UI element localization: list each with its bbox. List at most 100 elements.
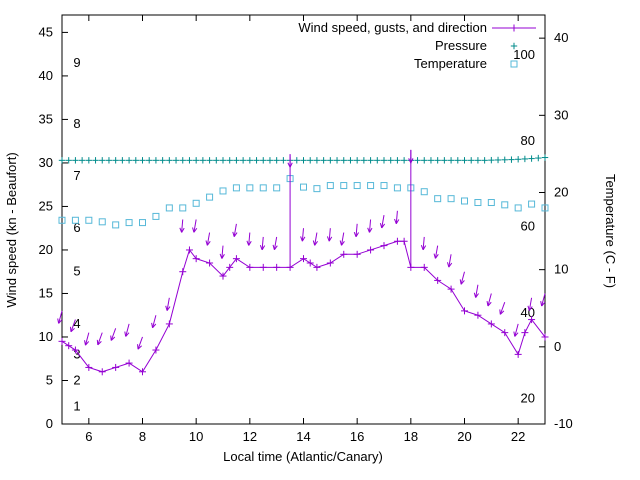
square-marker xyxy=(434,195,442,203)
square-marker xyxy=(393,184,401,192)
fahrenheit-label: 40 xyxy=(521,305,535,320)
x-tick-label: 20 xyxy=(457,429,471,444)
beaufort-label: 9 xyxy=(73,55,80,70)
square-marker xyxy=(367,182,375,190)
arrowhead xyxy=(96,339,99,345)
y-right-tick-label: -10 xyxy=(554,416,573,431)
wind-direction-arrow xyxy=(355,223,358,237)
arrowhead xyxy=(381,223,386,229)
wind-direction-arrow xyxy=(137,336,143,350)
wind-direction-arrow xyxy=(381,215,385,229)
arrowhead xyxy=(394,218,397,224)
arrowhead xyxy=(261,245,266,251)
arrowhead xyxy=(487,301,492,307)
arrowhead xyxy=(287,162,291,168)
wind-direction-arrow xyxy=(248,232,251,246)
square-marker xyxy=(514,204,522,212)
square-marker xyxy=(259,184,267,192)
x-tick-label: 16 xyxy=(350,429,364,444)
wind-direction-arrow xyxy=(221,245,224,259)
temperature-series xyxy=(58,175,549,229)
wind-direction-arrow xyxy=(233,223,237,237)
fahrenheit-label: 80 xyxy=(521,133,535,148)
x-axis: 6 8 10 12 14 16 18 20 22 xyxy=(85,15,525,444)
square-marker xyxy=(474,199,482,207)
arrowhead xyxy=(125,332,130,337)
arrowhead xyxy=(301,236,306,242)
wind-direction-arrow xyxy=(273,236,278,250)
wind-direction-arrow xyxy=(434,245,439,259)
square-marker xyxy=(112,221,120,229)
square-marker xyxy=(152,212,160,220)
arrowhead xyxy=(448,262,453,268)
y-right-axis-title: Temperature (C - F) xyxy=(603,174,618,288)
arrowhead xyxy=(499,309,501,315)
wind-direction-arrow xyxy=(152,315,157,328)
arrowhead xyxy=(541,301,546,307)
legend-label: Wind speed, gusts, and direction xyxy=(298,20,487,35)
arrowhead xyxy=(205,240,208,246)
beaufort-label: 5 xyxy=(73,264,80,279)
beaufort-label: 1 xyxy=(73,399,80,414)
square-marker xyxy=(192,199,200,207)
square-marker xyxy=(125,219,133,227)
arrowhead xyxy=(259,245,263,251)
wind-direction-arrow xyxy=(58,310,63,324)
arrowhead xyxy=(110,335,112,341)
y-left-axis: 0 5 10 15 20 25 30 35 40 45 xyxy=(39,24,68,431)
square-marker xyxy=(273,184,281,192)
square-marker xyxy=(300,183,307,191)
arrowhead xyxy=(151,322,154,328)
border-rect xyxy=(61,14,546,425)
beaufort-label: 6 xyxy=(73,220,80,235)
wind-direction-arrow xyxy=(84,332,90,346)
arrowhead xyxy=(473,292,477,298)
square-marker xyxy=(219,187,227,195)
arrowhead xyxy=(446,262,450,268)
wind-direction-arrow xyxy=(475,284,479,298)
wind-direction-arrow xyxy=(368,219,372,233)
legend: Wind speed, gusts, and direction Pressure… xyxy=(298,20,536,71)
x-tick-label: 12 xyxy=(243,429,257,444)
wind-series xyxy=(58,237,549,376)
wind-direction-arrow xyxy=(448,254,452,268)
wind-direction-arrow xyxy=(328,228,331,242)
y-left-tick-label: 20 xyxy=(39,242,53,257)
square-marker xyxy=(98,218,106,226)
arrowhead xyxy=(272,244,275,250)
arrowhead xyxy=(300,236,303,242)
square-marker xyxy=(510,60,518,68)
arrowhead xyxy=(233,232,238,237)
arrowhead xyxy=(232,231,235,237)
y-left-tick-label: 0 xyxy=(46,416,53,431)
arrowhead xyxy=(326,236,330,242)
y-right-tick-label: 10 xyxy=(554,262,568,277)
y-left-axis-title: Wind speed (kn - Beaufort) xyxy=(4,152,19,307)
y-left-tick-label: 35 xyxy=(39,111,53,126)
wind-direction-arrow xyxy=(70,319,76,332)
arrowhead xyxy=(459,279,462,285)
arrowhead xyxy=(192,227,195,233)
wind-direction-arrow xyxy=(125,323,130,337)
wind-direction-arrow xyxy=(110,328,117,341)
arrowhead xyxy=(181,227,185,233)
x-tick-label: 14 xyxy=(296,429,310,444)
square-marker xyxy=(528,200,536,208)
y-left-tick-label: 30 xyxy=(39,155,53,170)
pressure-series xyxy=(58,154,549,164)
arrowhead xyxy=(367,227,370,233)
arrowhead xyxy=(339,240,342,246)
arrowhead xyxy=(110,336,116,341)
x-tick-label: 6 xyxy=(85,429,92,444)
arrowhead xyxy=(84,340,86,346)
y-left-tick-label: 5 xyxy=(46,372,53,387)
wind-direction-arrow xyxy=(261,236,264,250)
arrowhead xyxy=(420,245,424,251)
arrowhead xyxy=(353,231,357,237)
arrowhead xyxy=(289,162,293,168)
arrowhead xyxy=(206,241,211,246)
arrowhead xyxy=(274,245,278,250)
wind-direction-arrow xyxy=(166,297,170,311)
y-right-tick-label: 20 xyxy=(554,184,568,199)
square-marker xyxy=(541,204,549,212)
